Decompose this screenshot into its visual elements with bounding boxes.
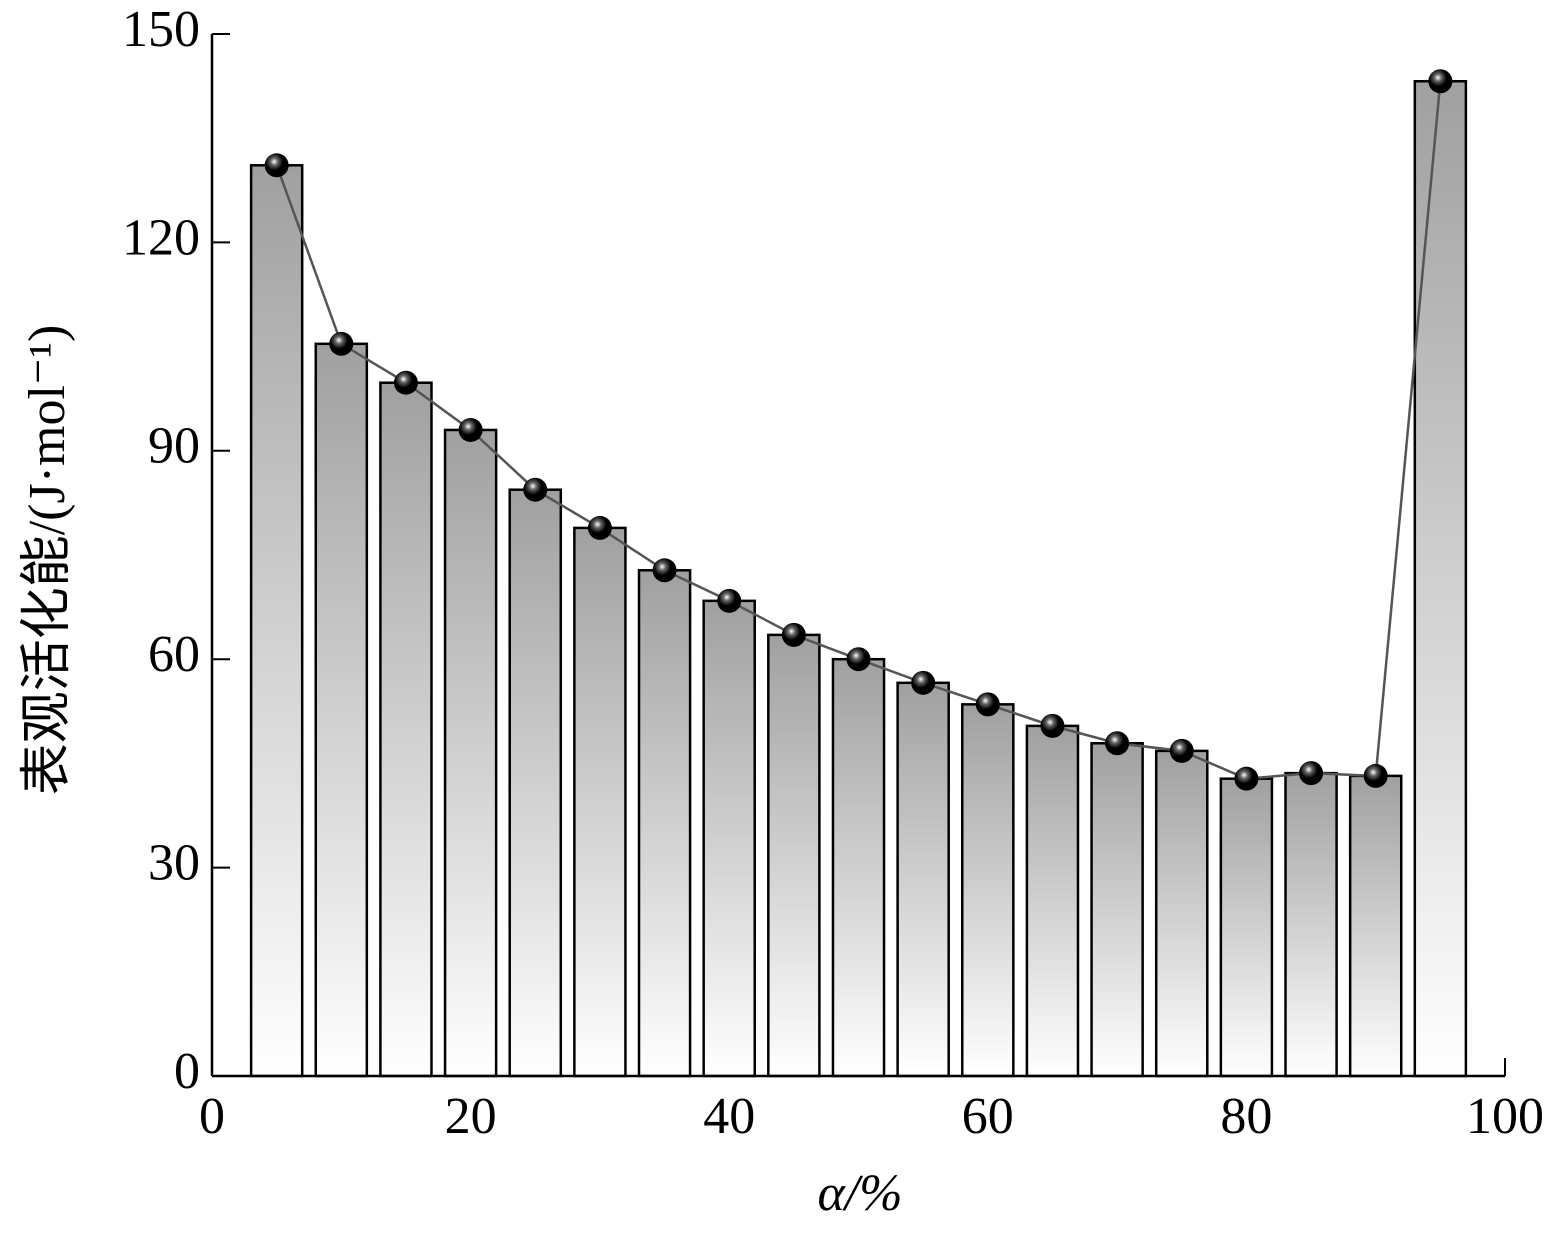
bar: [1025, 724, 1080, 1078]
bar: [702, 599, 756, 1078]
marker: [523, 477, 548, 502]
bar: [831, 657, 886, 1078]
bar: [767, 633, 821, 1078]
marker: [1299, 761, 1324, 786]
x-axis-label: α/%: [817, 1165, 902, 1222]
x-tick-label: 0: [199, 1088, 225, 1145]
bar: [249, 164, 304, 1078]
bar: [379, 381, 433, 1078]
marker: [393, 370, 418, 395]
marker: [1169, 738, 1194, 763]
x-tick-label: 100: [1466, 1088, 1544, 1145]
x-tick-label: 80: [1220, 1088, 1272, 1145]
marker: [458, 417, 483, 442]
bar: [961, 703, 1015, 1078]
y-tick-label: 150: [122, 1, 200, 58]
marker: [1234, 766, 1259, 791]
y-tick-label: 90: [148, 418, 200, 475]
y-axis-label: 表观活化能/(J·mol⁻¹): [19, 325, 76, 796]
bar: [896, 681, 950, 1078]
bar: [443, 428, 498, 1078]
marker: [652, 558, 677, 583]
bar: [1284, 771, 1338, 1078]
y-tick-label: 120: [122, 209, 200, 266]
bar: [1090, 742, 1144, 1078]
x-tick-label: 60: [962, 1088, 1014, 1145]
bar: [1219, 777, 1274, 1078]
bar: [508, 488, 563, 1078]
bar: [1348, 774, 1403, 1078]
marker: [975, 692, 1000, 717]
marker: [1428, 69, 1453, 94]
marker: [1105, 731, 1130, 756]
y-tick-label: 60: [148, 626, 200, 683]
marker: [717, 588, 742, 613]
y-tick-label: 30: [148, 835, 200, 892]
bar: [314, 342, 369, 1078]
x-tick-label: 20: [445, 1088, 497, 1145]
marker: [1040, 713, 1065, 738]
marker: [846, 647, 871, 672]
marker: [911, 670, 936, 695]
bar: [1154, 749, 1209, 1078]
marker: [329, 331, 354, 356]
bar: [573, 526, 627, 1078]
marker: [264, 153, 289, 178]
y-tick-label: 0: [174, 1043, 200, 1100]
bar: [637, 569, 692, 1078]
marker: [781, 622, 806, 647]
marker: [1363, 763, 1388, 788]
x-tick-label: 40: [703, 1088, 755, 1145]
marker: [587, 515, 612, 540]
bar: [1413, 79, 1468, 1078]
